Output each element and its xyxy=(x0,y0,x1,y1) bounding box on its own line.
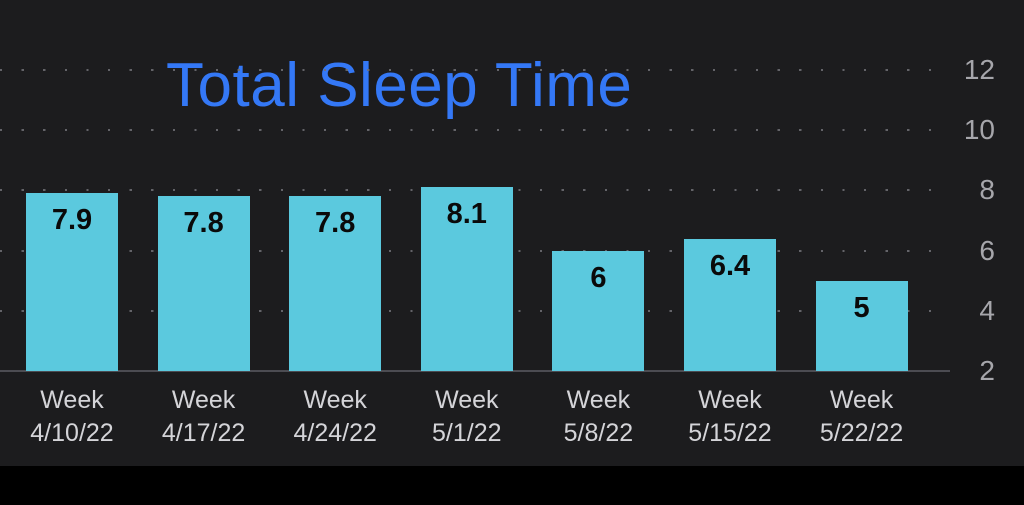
chart-plot-area: Total Sleep Time 12 10 8 6 4 2 7.9 Week 4/10/22… xyxy=(0,51,995,447)
chart-title: Total Sleep Time xyxy=(166,51,633,120)
x-axis-category-label: Week 4/10/22 xyxy=(30,386,114,447)
y-axis-tick-label: 10 xyxy=(963,114,995,146)
bar-week-4[interactable]: 8.1 xyxy=(420,187,513,371)
bar-week-5[interactable]: 6 xyxy=(552,250,645,371)
gridline-y10 xyxy=(0,129,948,132)
bar-week-1[interactable]: 7.9 xyxy=(26,193,118,371)
x-axis-category-label: Week 5/15/22 xyxy=(688,386,772,447)
y-axis-tick-label: 2 xyxy=(979,355,995,386)
bar-week-2[interactable]: 7.8 xyxy=(157,196,250,371)
x-axis-category-label: Week 4/17/22 xyxy=(161,386,246,447)
bar-value-label: 7.8 xyxy=(315,207,356,240)
bar-value-label: 6 xyxy=(590,261,607,294)
x-axis-category-label: Week 5/22/22 xyxy=(819,386,904,447)
gridline-y12 xyxy=(0,69,948,71)
bar-value-label: 5 xyxy=(853,291,870,324)
bar-week-3[interactable]: 7.8 xyxy=(289,196,382,371)
bottom-black-strip xyxy=(0,466,1024,505)
bar-value-label: 7.9 xyxy=(51,204,93,237)
bar-value-label: 6.4 xyxy=(709,249,751,282)
y-axis-tick-label: 6 xyxy=(979,234,995,266)
x-axis-category-label: Week 5/1/22 xyxy=(432,386,502,447)
y-axis-tick-label: 4 xyxy=(979,294,995,326)
bar-value-label: 7.8 xyxy=(183,207,224,240)
y-axis-tick-label: 8 xyxy=(979,174,995,206)
bar-week-6[interactable]: 6.4 xyxy=(684,238,776,371)
bar-week-7[interactable]: 5 xyxy=(815,280,908,371)
x-axis-baseline xyxy=(0,370,950,372)
y-axis-tick-label: 12 xyxy=(963,54,995,85)
x-axis-category-label: Week 5/8/22 xyxy=(563,386,634,447)
x-axis-category-label: Week 4/24/22 xyxy=(293,386,377,447)
bar-value-label: 8.1 xyxy=(446,198,487,231)
